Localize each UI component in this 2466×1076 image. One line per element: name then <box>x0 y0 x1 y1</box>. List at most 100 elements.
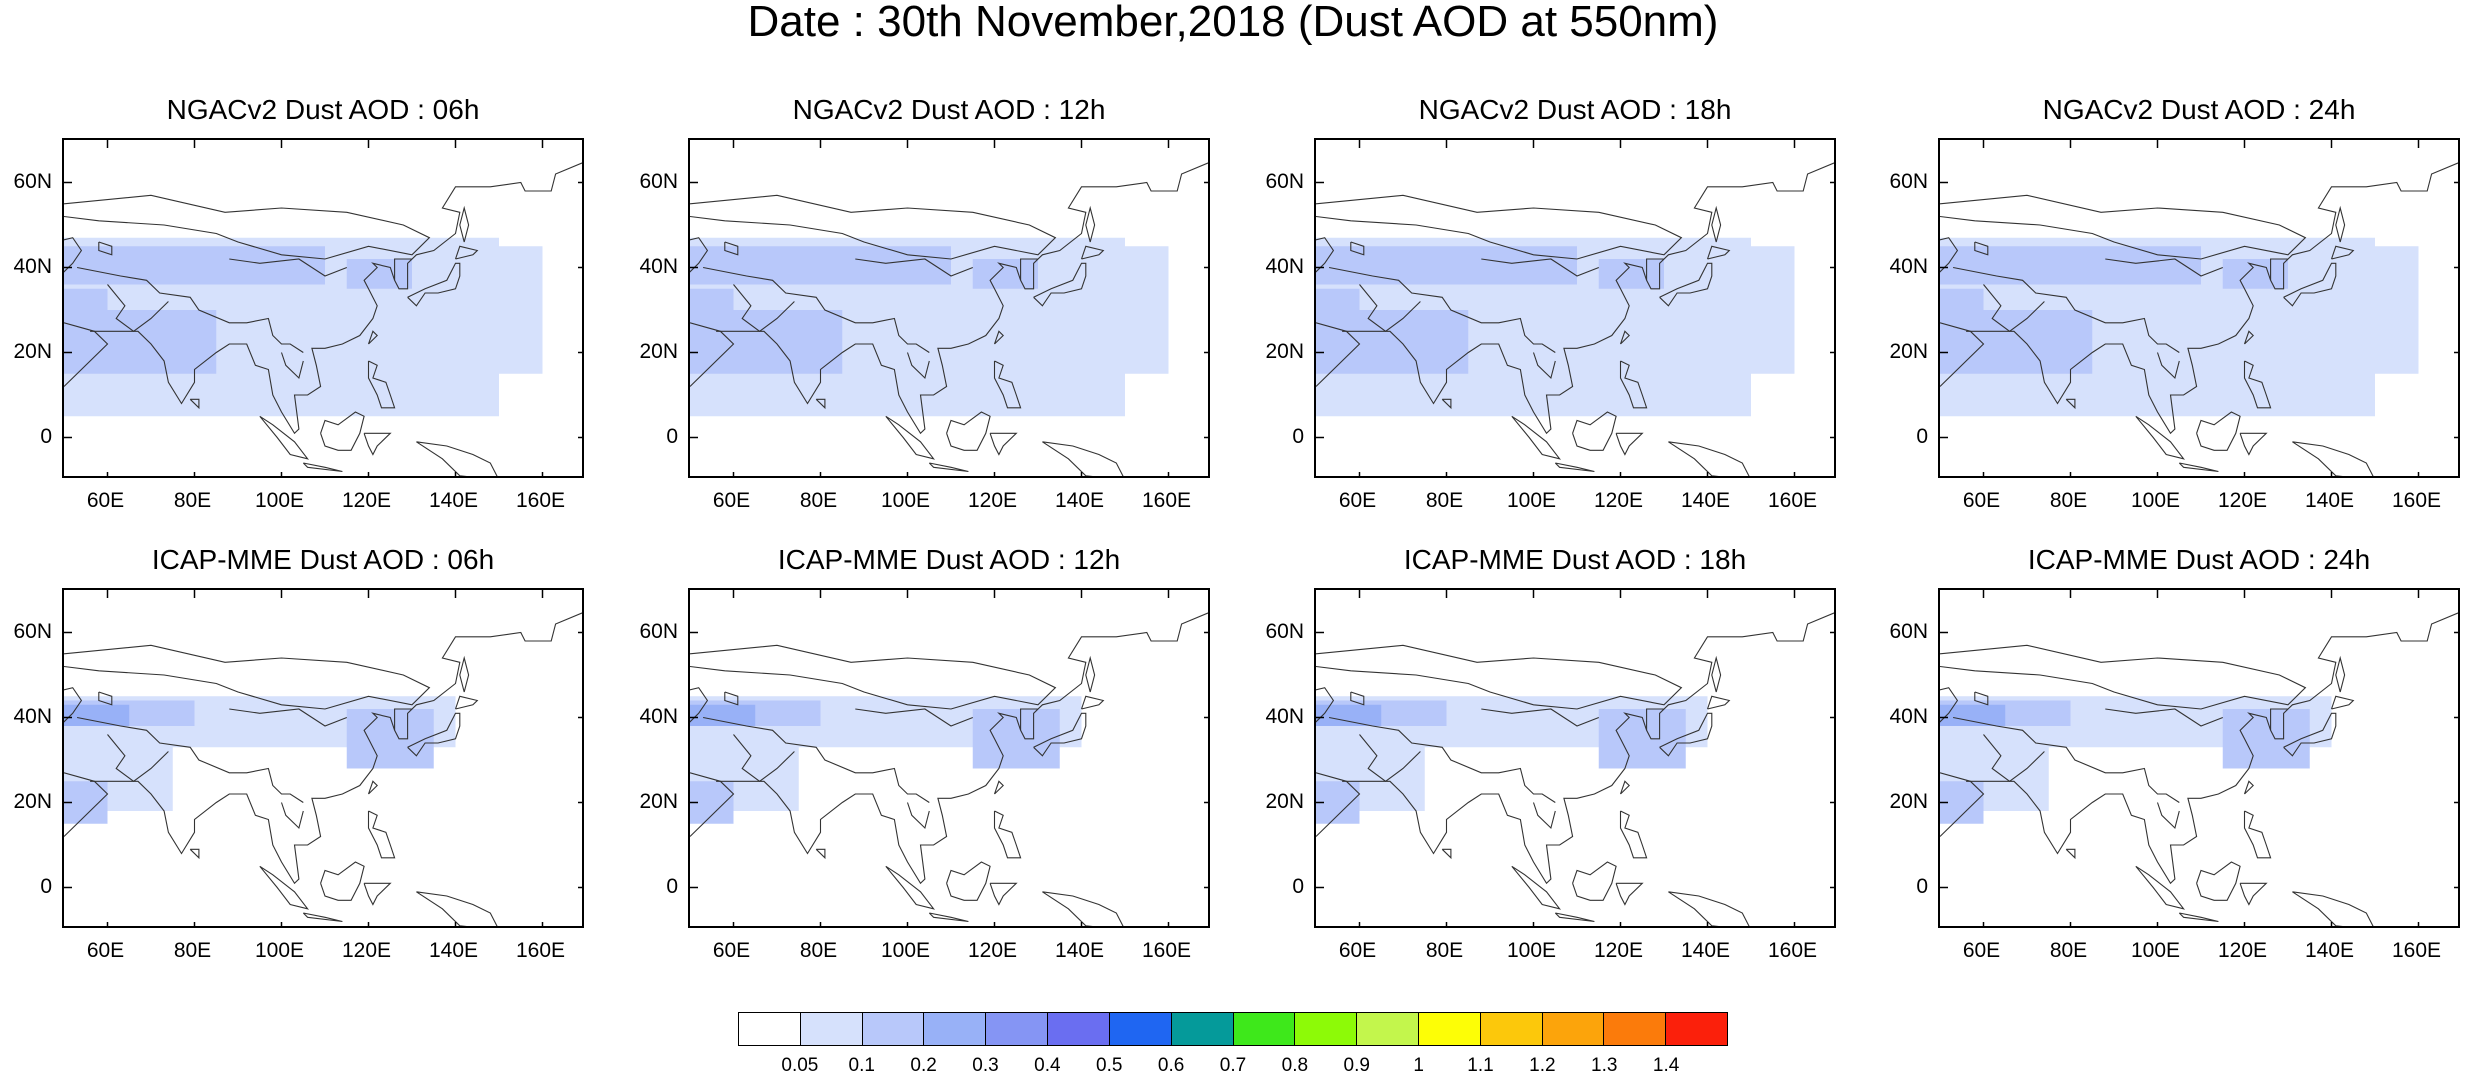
coastline <box>1511 415 1561 460</box>
dust-aod-map <box>1938 138 2460 478</box>
coastline <box>1619 810 1648 859</box>
coastline <box>1020 708 1038 731</box>
lon-tick-label: 120E <box>2217 489 2268 512</box>
coastline <box>1619 330 1630 345</box>
lat-tick-label: 60N <box>639 169 678 193</box>
coastline <box>2065 398 2076 410</box>
coastline <box>733 284 795 332</box>
panel-title: ICAP-MME Dust AOD : 24h <box>2027 544 2371 575</box>
coastline <box>1359 734 1421 782</box>
coastline <box>1646 258 1664 281</box>
coastline <box>280 802 304 830</box>
panel-title: ICAP-MME Dust AOD : 12h <box>777 544 1121 575</box>
coastline <box>733 734 795 782</box>
coastline <box>855 258 973 277</box>
colorbar-swatch <box>1295 1013 1358 1045</box>
colorbar-swatch <box>924 1013 987 1045</box>
dust-aod-map <box>1314 138 1836 478</box>
coastline <box>1940 687 1959 723</box>
coastline <box>1615 882 1644 906</box>
coastline <box>1706 695 1731 710</box>
colorbar-swatch <box>1480 1013 1543 1045</box>
coastline <box>229 258 347 277</box>
coastline <box>367 810 396 859</box>
panel-title: ICAP-MME Dust AOD : 18h <box>1403 544 1747 575</box>
coastline <box>1659 712 1713 757</box>
lat-tick-label: 20N <box>639 339 678 363</box>
lon-tick-label: 140E <box>1054 939 1105 962</box>
lat-tick-label: 20N <box>639 789 678 813</box>
colorbar-label: 0.5 <box>1096 1055 1123 1076</box>
coastline <box>690 322 735 387</box>
lat-tick-label: 60N <box>1889 619 1928 643</box>
dust-aod-map <box>688 588 1210 928</box>
lat-tick-label: 0 <box>1292 874 1304 898</box>
lon-tick-label: 60E <box>86 939 125 962</box>
coastline <box>1481 708 1599 727</box>
coastline <box>2196 411 2241 451</box>
coastline <box>320 861 365 901</box>
coastline <box>367 360 396 409</box>
dust-aod-map <box>62 588 584 928</box>
coastline <box>64 237 83 273</box>
lat-tick-label: 40N <box>1265 704 1304 728</box>
dust-aod-region <box>2222 259 2288 289</box>
coastline <box>1966 162 2458 435</box>
coastline <box>690 644 1057 710</box>
coastline <box>454 695 479 710</box>
colorbar-swatch <box>1357 1013 1419 1045</box>
coastline <box>716 612 1208 885</box>
colorbar-label: 0.8 <box>1281 1055 1309 1076</box>
coastline <box>906 352 930 380</box>
panel-title: NGACv2 Dust AOD : 24h <box>2042 94 2356 125</box>
coastline <box>989 432 1018 456</box>
lat-tick-label: 20N <box>1889 339 1928 363</box>
lat-tick-label: 40N <box>1889 704 1928 728</box>
coastline <box>906 802 930 830</box>
lon-tick-label: 80E <box>2049 939 2088 962</box>
lon-tick-label: 120E <box>967 939 1018 962</box>
colorbar-label: 1.2 <box>1529 1055 1556 1076</box>
dust-aod-region <box>64 704 130 726</box>
colorbar-label: 0.05 <box>781 1055 819 1076</box>
coastline <box>1020 258 1038 281</box>
dust-aod-region <box>1598 259 1664 289</box>
lon-tick-label: 140E <box>2304 939 2355 962</box>
dust-aod-map <box>688 138 1210 478</box>
lat-tick-label: 0 <box>1292 424 1304 448</box>
lat-tick-label: 20N <box>1265 789 1304 813</box>
coastline <box>416 891 498 926</box>
lon-tick-label: 120E <box>967 489 1018 512</box>
coastline <box>320 411 365 451</box>
coastline <box>1042 891 1124 926</box>
coastline <box>1572 411 1617 451</box>
coastline <box>1615 432 1644 456</box>
coastline <box>1441 398 1452 410</box>
colorbar-swatch <box>1171 1013 1234 1045</box>
coastline <box>1342 612 1834 885</box>
lon-tick-label: 60E <box>1962 939 2001 962</box>
coastline <box>2330 245 2355 260</box>
coastline <box>2243 330 2254 345</box>
lon-tick-label: 160E <box>515 489 566 512</box>
coastline <box>107 284 169 332</box>
coastline <box>259 865 309 910</box>
coastline <box>2292 441 2374 476</box>
coastline <box>1711 205 1722 243</box>
lon-tick-label: 120E <box>2217 939 2268 962</box>
dust-aod-region <box>455 246 543 374</box>
lon-tick-label: 100E <box>1506 489 1557 512</box>
coastline <box>1983 734 2045 782</box>
coastline <box>367 780 378 795</box>
coastline <box>815 398 826 410</box>
coastline <box>2292 891 2374 926</box>
dust-aod-region <box>1359 310 1469 374</box>
colorbar <box>738 1012 1728 1046</box>
coastline <box>1359 284 1421 332</box>
coastline <box>259 415 309 460</box>
lon-tick-label: 100E <box>880 939 931 962</box>
coastline <box>1619 360 1648 409</box>
lon-tick-label: 120E <box>1593 939 1644 962</box>
colorbar-label: 0.2 <box>910 1055 937 1076</box>
coastline <box>98 691 113 706</box>
